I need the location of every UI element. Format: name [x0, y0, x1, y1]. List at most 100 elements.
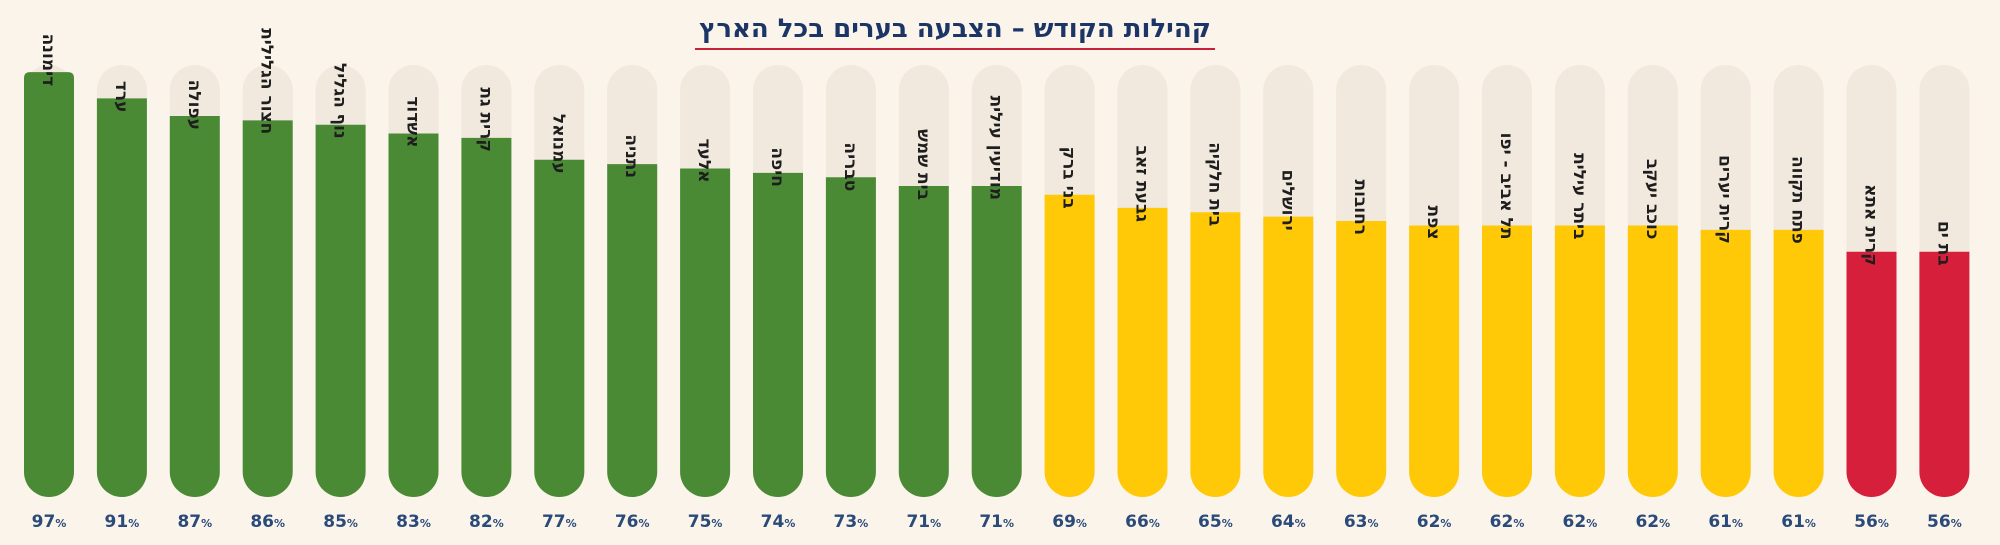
value-label: 74% [761, 512, 796, 532]
bar-group: טבריה 73% [825, 65, 876, 532]
bar [825, 177, 876, 497]
value-label: 63% [1344, 512, 1379, 532]
bar-group: רחובות 63% [1336, 65, 1387, 532]
value-label: 87% [177, 512, 212, 532]
bar [1482, 225, 1532, 497]
bar-group: קרית אתא 56% [1846, 65, 1897, 532]
bar-group: אלעד 75% [680, 65, 731, 532]
bar-label: בת ים [1933, 221, 1953, 266]
bar-group: גבעת זאב 66% [1117, 65, 1168, 532]
value-label: 71% [906, 512, 941, 532]
bar-label: דימונה [38, 34, 58, 87]
bar [1117, 207, 1168, 498]
bar-label: עפולה [184, 80, 204, 130]
chart-title: קהילות הקודש – הצבעה בערים בכל הארץ [0, 14, 1910, 50]
bar [898, 186, 949, 497]
chart-title-text: קהילות הקודש – הצבעה בערים בכל הארץ [695, 14, 1215, 50]
value-label: 62% [1417, 512, 1452, 532]
bar [753, 172, 803, 497]
value-label: 61% [1781, 512, 1816, 532]
bar-label: קרית יערים [1715, 155, 1735, 244]
bar-group: תל אביב - יפו 62% [1482, 65, 1532, 532]
value-label: 85% [323, 512, 358, 532]
bar-label: ירושלים [1277, 170, 1297, 231]
bar [1409, 225, 1460, 497]
bar-label: קרית גת [475, 87, 495, 152]
value-label: 76% [615, 512, 650, 532]
bar-group: צפת 62% [1409, 65, 1460, 532]
bar-group: בני ברק 69% [1044, 65, 1095, 532]
bar [315, 124, 366, 497]
bar [971, 186, 1022, 497]
bar-label: כוכב יעקב [1642, 159, 1662, 240]
bar-group: קרית יערים 61% [1700, 65, 1751, 532]
bar [680, 168, 731, 497]
bar-label: אלעד [694, 139, 714, 183]
bar [242, 120, 293, 497]
bar-label: בני ברק [1059, 147, 1079, 209]
bar-label: ביתר עילית [1569, 153, 1589, 239]
bar [1773, 229, 1824, 497]
bar [1700, 229, 1751, 497]
bar [1554, 225, 1605, 497]
value-label: 65% [1198, 512, 1233, 532]
value-label: 82% [469, 512, 504, 532]
value-label: 69% [1052, 512, 1087, 532]
bar-group: בית חלקיה 65% [1190, 65, 1241, 532]
value-label: 62% [1635, 512, 1670, 532]
value-label: 97% [32, 512, 67, 532]
bar-group: עפולה 87% [169, 65, 220, 532]
bar-label: מודיעין עילית [986, 96, 1006, 200]
bars-group: דימונה 97% ערד 91% עפולה 87% חצור הגלילית 86% נו… [24, 28, 1970, 532]
bar [461, 137, 512, 497]
value-label: 66% [1125, 512, 1160, 532]
bar-group: נוף הגליל 85% [315, 63, 366, 532]
value-label: 62% [1490, 512, 1525, 532]
bar-group: ביתר עילית 62% [1554, 65, 1605, 532]
bar [1627, 225, 1678, 497]
bar-label: קרית אתא [1861, 184, 1881, 266]
value-label: 77% [542, 512, 577, 532]
bar-group: נתניה 76% [607, 65, 658, 532]
bar-group: ירושלים 64% [1263, 65, 1314, 532]
bar [1919, 251, 1970, 497]
bar [1044, 194, 1095, 497]
bar-label: ערד [111, 81, 131, 113]
value-label: 61% [1708, 512, 1743, 532]
bar [534, 159, 585, 498]
bar [96, 98, 147, 497]
value-label: 75% [688, 512, 723, 532]
bar [388, 133, 439, 497]
bar [1336, 221, 1387, 497]
bar-group: חצור הגלילית 86% [242, 28, 293, 532]
value-label: 62% [1563, 512, 1598, 532]
bar-label: חצור הגלילית [257, 28, 277, 134]
bar-label: צפת [1423, 206, 1443, 240]
value-label: 56% [1854, 512, 1889, 532]
bar [1263, 216, 1314, 497]
bar-group: אשדוד 83% [388, 65, 439, 532]
bar-group: כוכב יעקב 62% [1627, 65, 1678, 532]
bar-group: פתח תקווה 61% [1773, 65, 1824, 532]
value-label: 71% [979, 512, 1014, 532]
value-label: 64% [1271, 512, 1306, 532]
value-label: 86% [250, 512, 285, 532]
bar [607, 164, 658, 497]
bar-label: טבריה [840, 142, 860, 191]
bar [1846, 251, 1897, 497]
bar-group: קרית גת 82% [461, 65, 512, 532]
bar-group: בת ים 56% [1919, 65, 1970, 532]
bar-group: מודיעין עילית 71% [971, 65, 1022, 532]
value-label: 56% [1927, 512, 1962, 532]
bar-label: פתח תקווה [1788, 156, 1808, 244]
bar-group: דימונה 97% [24, 34, 74, 532]
bar-label: עמנואל [548, 114, 568, 174]
value-label: 73% [834, 512, 869, 532]
bar-label: נתניה [621, 134, 641, 178]
bar [169, 115, 220, 497]
bar-label: חיפה [767, 147, 787, 187]
bar [24, 72, 74, 497]
bar-label: תל אביב - יפו [1496, 133, 1516, 240]
bar-group: ערד 91% [96, 65, 147, 532]
